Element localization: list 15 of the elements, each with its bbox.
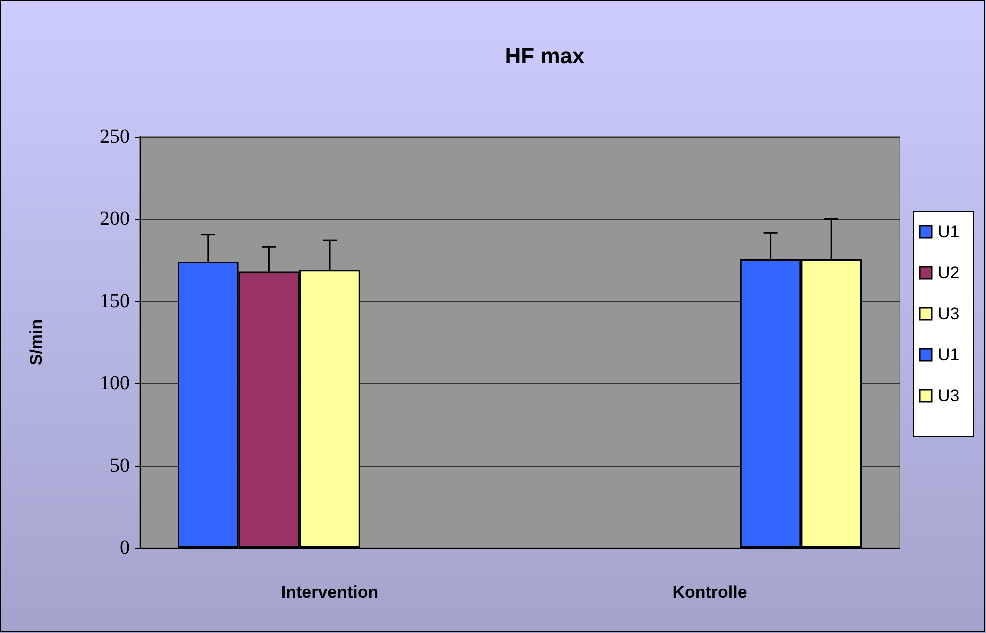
legend-label: U1 (938, 346, 960, 364)
y-tick-label: 0 (120, 537, 130, 559)
y-tick-label: 250 (100, 126, 130, 148)
legend-label: U1 (938, 222, 960, 242)
y-tick-label: 150 (100, 290, 130, 312)
y-tick-label: 50 (110, 454, 130, 477)
y-tick-label: 100 (100, 372, 130, 395)
legend-label: U3 (938, 304, 960, 324)
y-tick-label: 200 (100, 208, 130, 230)
y-axis-title: S/min (27, 319, 46, 366)
x-tick-label: Kontrolle (672, 583, 748, 602)
legend-label: U2 (938, 264, 960, 282)
x-tick-label: Intervention (281, 583, 379, 602)
chart-title: HF max (505, 44, 586, 68)
legend-label: U3 (938, 386, 960, 406)
